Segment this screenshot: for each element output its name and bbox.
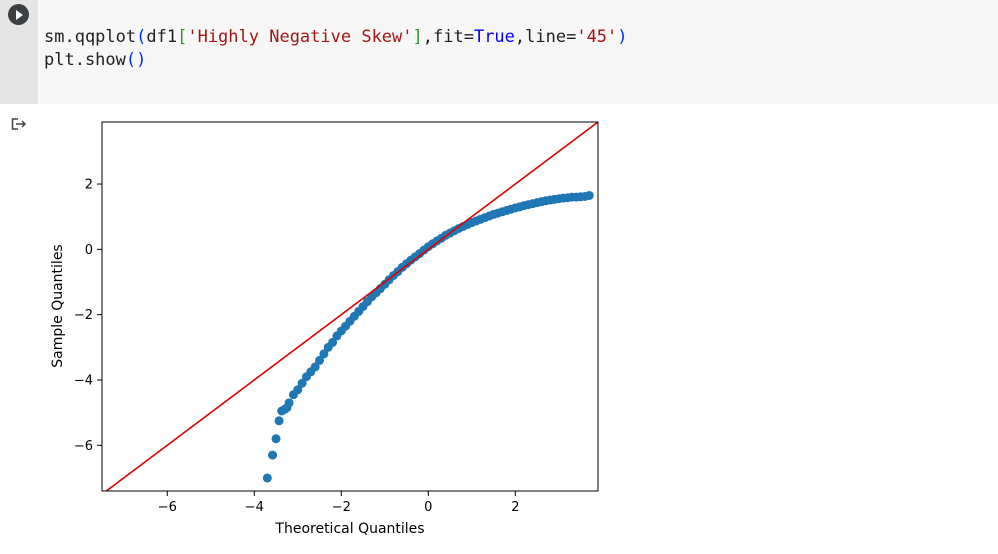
data-point <box>293 385 303 395</box>
y-tick-label: −4 <box>74 373 93 388</box>
code-editor[interactable]: sm.qqplot(df1['Highly Negative Skew'],fi… <box>38 0 998 104</box>
code-token: () <box>125 50 147 70</box>
data-point <box>262 473 272 483</box>
code-cell[interactable]: sm.qqplot(df1['Highly Negative Skew'],fi… <box>0 0 998 104</box>
cell-gutter <box>0 0 38 104</box>
y-tick-label: 0 <box>85 243 93 258</box>
x-axis-label: Theoretical Quantiles <box>274 521 424 537</box>
y-tick-label: −6 <box>74 439 93 454</box>
data-point <box>297 378 307 388</box>
x-tick-label: 2 <box>511 500 519 515</box>
code-token: ] <box>412 27 423 47</box>
x-tick-label: −6 <box>158 500 177 515</box>
data-point <box>274 416 284 426</box>
x-tick-label: −2 <box>332 500 351 515</box>
y-axis-label: Sample Quantiles <box>50 244 66 367</box>
code-token: [ <box>177 27 188 47</box>
code-token: df1 <box>146 27 178 47</box>
code-token: 'Highly Negative Skew' <box>187 27 413 47</box>
qq-plot: −6 −4 −2 0 2 2 0 −2 −4 −6 Theoretical Quantiles S… <box>50 121 599 537</box>
code-line-1[interactable]: sm.qqplot(df1['Highly Negative Skew'],fi… <box>44 27 628 47</box>
data-point <box>310 362 320 372</box>
code-token: ) <box>617 27 628 47</box>
code-token: plt.show <box>44 50 126 70</box>
x-tick-label: −4 <box>245 500 264 515</box>
run-cell-button[interactable] <box>8 4 29 25</box>
code-line-2[interactable]: plt.show() <box>44 50 146 70</box>
data-point <box>284 398 294 408</box>
plot-frame <box>101 121 599 492</box>
x-tick-label: 0 <box>424 500 432 515</box>
data-point <box>319 349 329 359</box>
reference-line-45 <box>105 122 598 491</box>
code-token: ,line= <box>514 27 577 47</box>
data-point <box>271 434 281 444</box>
code-token: ( <box>136 27 147 47</box>
y-tick-label: 2 <box>85 178 93 193</box>
code-token: True <box>473 27 515 47</box>
data-point <box>315 355 325 365</box>
code-token: sm.qqplot <box>44 27 137 47</box>
data-point <box>328 337 338 347</box>
data-point <box>584 190 594 200</box>
y-tick-label: −2 <box>74 308 93 323</box>
code-token: '45' <box>576 27 618 47</box>
data-point <box>268 450 278 460</box>
code-token: ,fit= <box>422 27 474 47</box>
output-arrow-icon[interactable] <box>10 116 28 132</box>
